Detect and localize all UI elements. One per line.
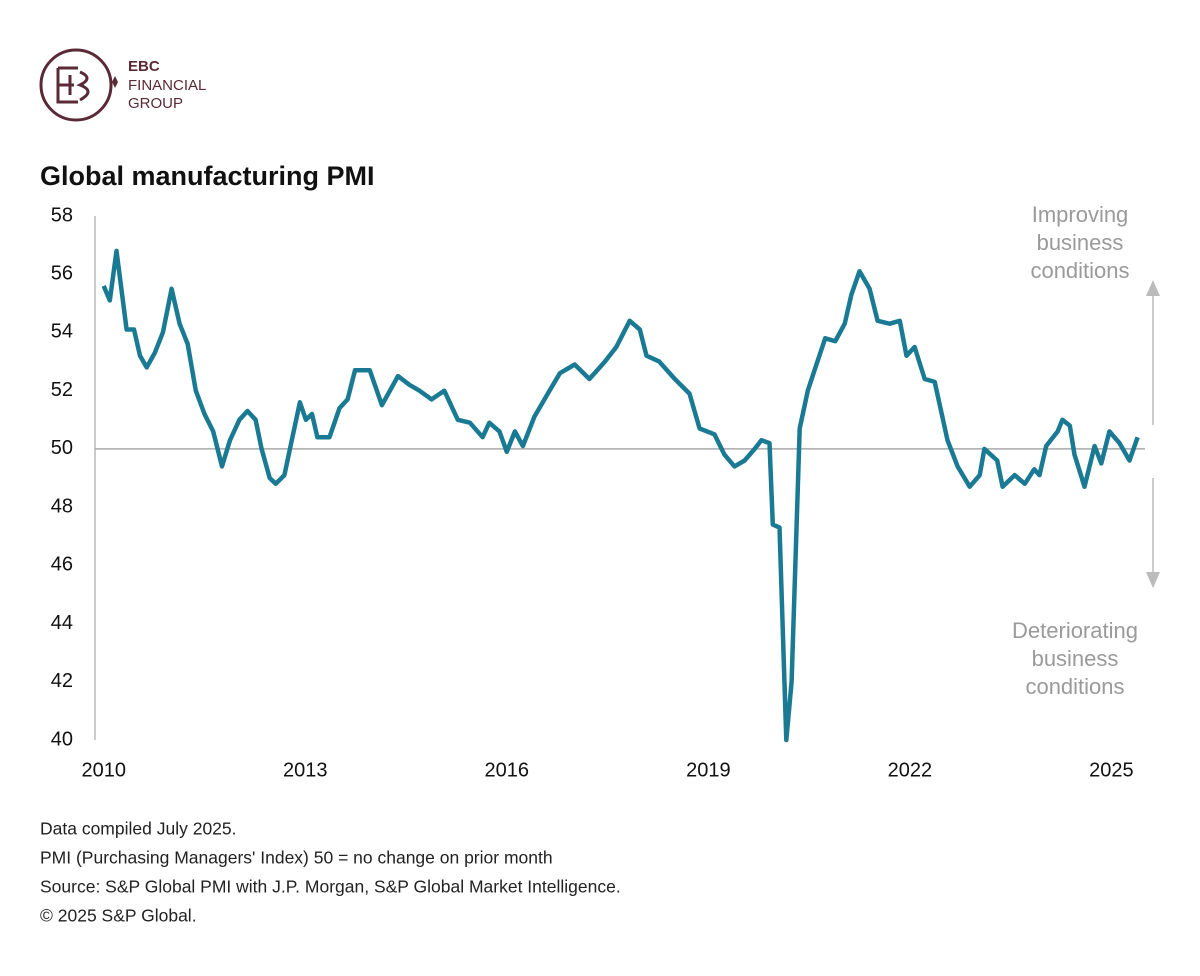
logo-text: EBC: [128, 58, 160, 75]
y-tick-label: 42: [51, 670, 73, 692]
x-tick-label: 2013: [283, 759, 328, 781]
footnote: Data compiled July 2025.: [40, 819, 237, 839]
footnote: Source: S&P Global PMI with J.P. Morgan,…: [40, 877, 621, 897]
y-tick-label: 40: [51, 728, 73, 750]
annotation: conditions: [1030, 258, 1129, 283]
x-tick-label: 2016: [485, 759, 530, 781]
logo-ring: [39, 48, 113, 122]
logo-star: [112, 76, 118, 88]
logo-text: FINANCIAL: [128, 77, 206, 94]
annotation: Deteriorating: [1012, 618, 1138, 643]
logo-text: GROUP: [128, 95, 183, 112]
arrow-head: [1146, 572, 1160, 588]
arrow-head: [1146, 280, 1160, 296]
line-series: [101, 248, 1140, 743]
annotation: business: [1032, 646, 1119, 671]
x-tick-label: 2022: [888, 759, 933, 781]
y-tick-label: 44: [51, 612, 73, 634]
logo: EBC FINANCIAL GROUP: [39, 48, 206, 122]
y-tick-label: 48: [51, 495, 73, 517]
footnote: © 2025 S&P Global.: [40, 906, 197, 926]
annotation: conditions: [1025, 674, 1124, 699]
y-tick-label: 54: [51, 321, 73, 343]
y-tick-label: 50: [51, 437, 73, 459]
footnote: PMI (Purchasing Managers' Index) 50 = no…: [40, 848, 553, 868]
y-tick-label: 56: [51, 263, 73, 285]
annotation: Improving: [1032, 202, 1129, 227]
x-tick-label: 2010: [81, 759, 126, 781]
y-tick-label: 46: [51, 554, 73, 576]
annotation: business: [1037, 230, 1124, 255]
x-tick-label: 2019: [686, 759, 731, 781]
chart-title: Global manufacturing PMI: [40, 161, 375, 191]
x-tick-label: 2025: [1089, 759, 1134, 781]
y-tick-label: 52: [51, 379, 73, 401]
y-tick-label: 58: [51, 204, 73, 226]
logo-mark: [56, 66, 90, 104]
